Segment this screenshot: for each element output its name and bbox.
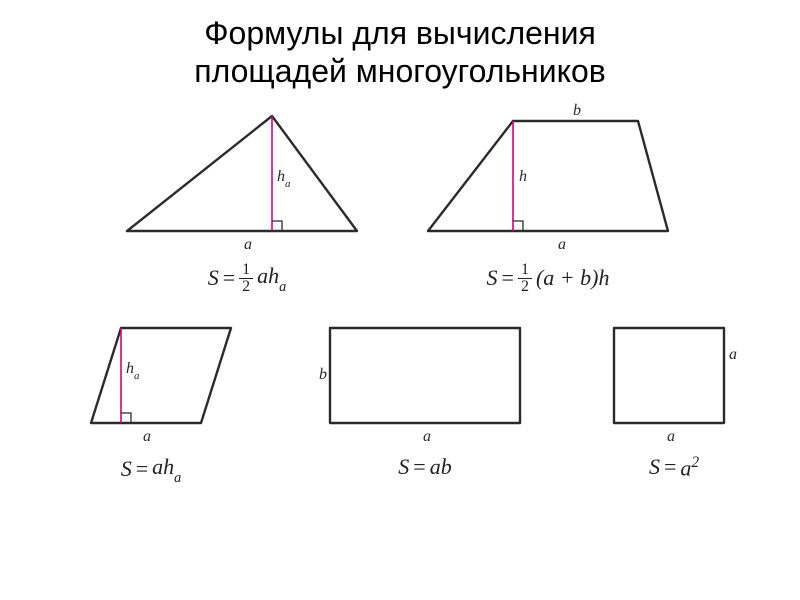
sym-S: S bbox=[398, 454, 409, 480]
svg-text:a: a bbox=[423, 428, 431, 445]
sym-S: S bbox=[121, 456, 132, 482]
svg-text:a: a bbox=[143, 428, 151, 445]
svg-text:a: a bbox=[558, 236, 566, 253]
sym-eq: = bbox=[136, 456, 148, 482]
figure-rectangle: ab S = ab bbox=[315, 313, 535, 480]
svg-text:ha: ha bbox=[126, 360, 140, 382]
formula-rectangle: S = ab bbox=[398, 454, 451, 480]
parallelogram-diagram: a ha bbox=[51, 313, 251, 448]
sym-eq: = bbox=[223, 265, 235, 291]
fraction-half: 1 2 bbox=[239, 262, 253, 295]
svg-text:a: a bbox=[244, 236, 252, 253]
triangle-diagram: a ha bbox=[117, 101, 377, 256]
expr: a2 bbox=[680, 454, 699, 481]
figure-trapezoid: a b h S = 1 2 (a + b)h bbox=[413, 101, 683, 295]
figure-parallelogram: a ha S = aha bbox=[51, 313, 251, 484]
title-line-2: площадей многоугольников bbox=[194, 53, 606, 89]
sym-S: S bbox=[649, 454, 660, 480]
formula-parallelogram: S = aha bbox=[121, 454, 182, 484]
svg-text:h: h bbox=[519, 168, 527, 185]
sym-eq: = bbox=[502, 265, 514, 291]
sym-S: S bbox=[208, 265, 219, 291]
sym-eq: = bbox=[664, 454, 676, 480]
fraction-half: 1 2 bbox=[518, 262, 532, 295]
svg-text:ha: ha bbox=[277, 168, 291, 190]
rectangle-diagram: ab bbox=[315, 313, 535, 448]
var-a: aha bbox=[257, 263, 286, 293]
paren-expr: (a + b)h bbox=[536, 265, 610, 291]
svg-text:a: a bbox=[729, 346, 737, 363]
svg-text:b: b bbox=[319, 366, 327, 383]
row-1: aha S = 1 2 aha abh S = 1 2 (a + b)h bbox=[0, 101, 800, 295]
title-line-1: Формулы для вычисления bbox=[204, 15, 596, 51]
page-title: Формулы для вычисления площадей многоуго… bbox=[0, 0, 800, 91]
expr: ab bbox=[430, 454, 452, 480]
svg-text:b: b bbox=[573, 102, 581, 119]
formula-square: S = a2 bbox=[649, 454, 699, 481]
svg-text:a: a bbox=[667, 428, 675, 445]
figure-triangle: a ha S = 1 2 aha bbox=[117, 101, 377, 295]
trapezoid-diagram: a b h bbox=[413, 101, 683, 256]
sym-S: S bbox=[487, 265, 498, 291]
formula-triangle: S = 1 2 aha bbox=[208, 262, 287, 295]
expr: aha bbox=[152, 454, 181, 484]
sym-eq: = bbox=[413, 454, 425, 480]
row-2: aha S = aha ab S = ab aa S = a2 bbox=[0, 313, 800, 484]
square-diagram: aa bbox=[599, 313, 749, 448]
figure-square: aa S = a2 bbox=[599, 313, 749, 481]
formula-trapezoid: S = 1 2 (a + b)h bbox=[487, 262, 610, 295]
